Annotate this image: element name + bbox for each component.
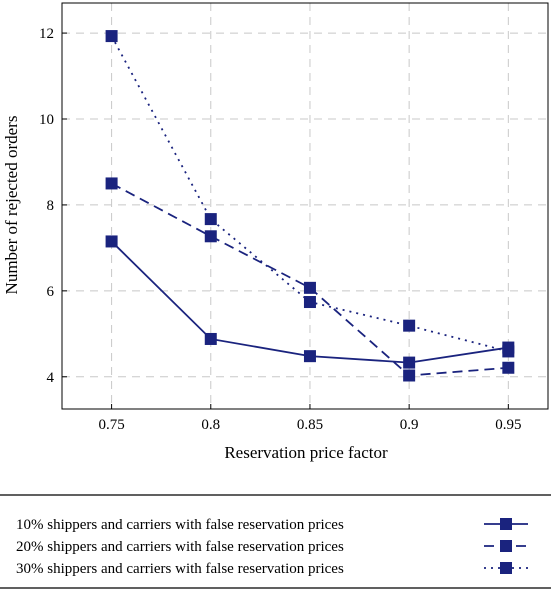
x-tick-label-3: 0.9 bbox=[400, 417, 419, 433]
series-3-point-0 bbox=[105, 30, 118, 43]
x-axis-title: Reservation price factor bbox=[224, 443, 388, 462]
x-tick-label-0: 0.75 bbox=[98, 417, 124, 433]
series-1-point-1 bbox=[204, 332, 217, 345]
legend-swatch-marker-3 bbox=[500, 562, 512, 574]
series-3-point-2 bbox=[303, 296, 316, 309]
legend-label-series-1: 10% shippers and carriers with false res… bbox=[16, 517, 344, 533]
series-1-point-0 bbox=[105, 235, 118, 248]
x-tick-label-4: 0.95 bbox=[495, 417, 521, 433]
legend: 10% shippers and carriers with false res… bbox=[0, 494, 551, 589]
series-2-point-4 bbox=[502, 361, 515, 374]
series-3-point-1 bbox=[204, 213, 217, 226]
series-1-point-3 bbox=[403, 356, 416, 369]
series-3-point-4 bbox=[502, 345, 515, 358]
series-2-point-0 bbox=[105, 177, 118, 190]
x-tick-label-1: 0.8 bbox=[201, 417, 220, 433]
grid bbox=[62, 3, 548, 409]
legend-swatches bbox=[484, 518, 528, 574]
x-tick-label-2: 0.85 bbox=[297, 417, 323, 433]
y-tick-label-0: 4 bbox=[47, 370, 55, 386]
y-tick-label-1: 6 bbox=[47, 284, 55, 300]
y-axis-title: Number of rejected orders bbox=[2, 116, 21, 295]
legend-label-series-2: 20% shippers and carriers with false res… bbox=[16, 539, 344, 555]
series-lines bbox=[105, 30, 515, 382]
legend-swatch-marker-1 bbox=[500, 518, 512, 530]
y-tick-label-2: 8 bbox=[47, 198, 55, 214]
series-1-point-2 bbox=[303, 350, 316, 363]
legend-label-series-3: 30% shippers and carriers with false res… bbox=[16, 561, 344, 577]
series-2-point-1 bbox=[204, 230, 217, 243]
ticks: 0.75 0.8 0.85 0.9 0.95 4 6 8 10 12 bbox=[39, 26, 521, 433]
y-tick-label-3: 10 bbox=[39, 112, 54, 128]
y-tick-label-4: 12 bbox=[39, 26, 54, 42]
series-2-point-3 bbox=[403, 369, 416, 382]
series-2-point-2 bbox=[303, 281, 316, 294]
plot-frame bbox=[61, 2, 549, 410]
legend-swatch-marker-2 bbox=[500, 540, 512, 552]
series-3-point-3 bbox=[403, 319, 416, 332]
